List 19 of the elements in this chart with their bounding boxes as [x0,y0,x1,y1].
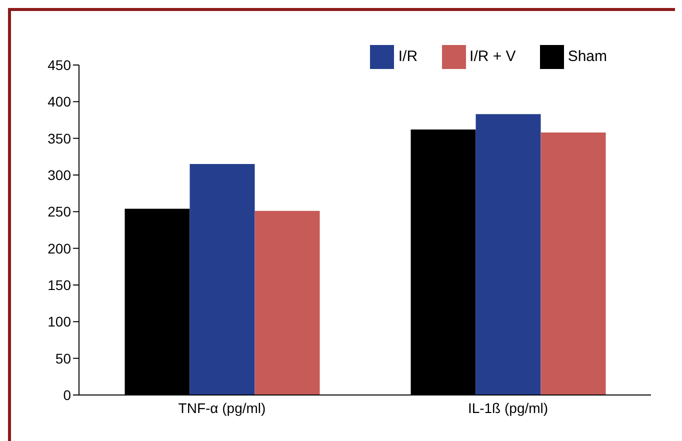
y-tick-label: 450 [48,56,72,73]
y-tick-label: 250 [48,204,72,220]
legend-label: Sham [568,48,607,65]
y-tick-label: 50 [55,350,72,366]
x-tick-label: IL-1ß (pg/ml) [468,400,548,416]
y-tick-label: 0 [63,386,72,403]
y-tick-label: 350 [48,130,72,146]
legend-label: I/R [398,48,418,65]
y-tick-label: 200 [48,240,72,256]
bar [540,132,606,395]
y-tick-label: 150 [48,276,72,293]
y-tick-label: 100 [48,314,72,330]
legend-label: I/R + V [470,48,516,65]
y-tick-label: 300 [48,166,72,183]
bar [190,164,255,395]
bar [254,210,320,395]
bar [476,114,541,395]
x-tick-label: TNF-α (pg/ml) [178,400,266,416]
y-tick-label: 400 [48,94,72,110]
